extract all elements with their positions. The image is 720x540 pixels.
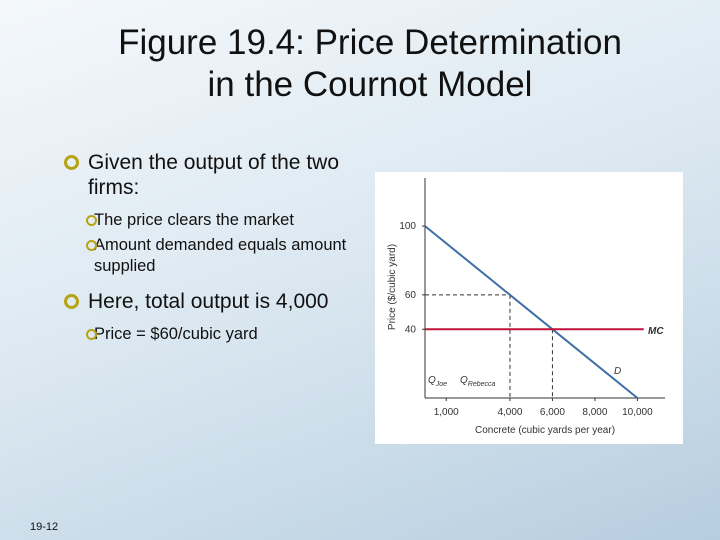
- x-axis-label: Concrete (cubic yards per year): [475, 425, 615, 436]
- bullet: Here, total output is 4,000: [62, 289, 362, 314]
- x-tick-label: 4,000: [497, 407, 522, 418]
- x-tick-label: 1,000: [434, 407, 459, 418]
- chart-panel: [375, 172, 683, 444]
- y-axis-label: Price ($/cubic yard): [387, 244, 398, 330]
- bullet: Given the output of the two firms:: [62, 150, 362, 200]
- bullet-list: Given the output of the two firms: The pr…: [62, 150, 362, 357]
- slide-number: 19-12: [30, 521, 59, 533]
- y-tick-label: 100: [399, 221, 416, 232]
- y-tick-label: 40: [405, 324, 417, 335]
- x-tick-label: 8,000: [582, 407, 607, 418]
- series-label: MC: [648, 326, 664, 337]
- sub-bullet: Amount demanded equals amount supplied: [62, 235, 362, 277]
- slide-title: Figure 19.4: Price Determination in the C…: [40, 22, 700, 106]
- annotation-sub: Rebecca: [468, 381, 496, 388]
- sub-bullet: The price clears the market: [62, 210, 362, 231]
- series-line: [424, 225, 639, 399]
- title-line: in the Cournot Model: [207, 65, 533, 104]
- series-label: D: [614, 366, 621, 377]
- sub-bullet: Price = $60/cubic yard: [62, 324, 362, 345]
- title-line: Figure 19.4: Price Determination: [118, 23, 622, 62]
- x-tick-label: 10,000: [622, 407, 653, 418]
- x-tick-label: 6,000: [540, 407, 565, 418]
- annotation-sub: Joe: [435, 381, 447, 388]
- y-tick-label: 60: [405, 290, 417, 301]
